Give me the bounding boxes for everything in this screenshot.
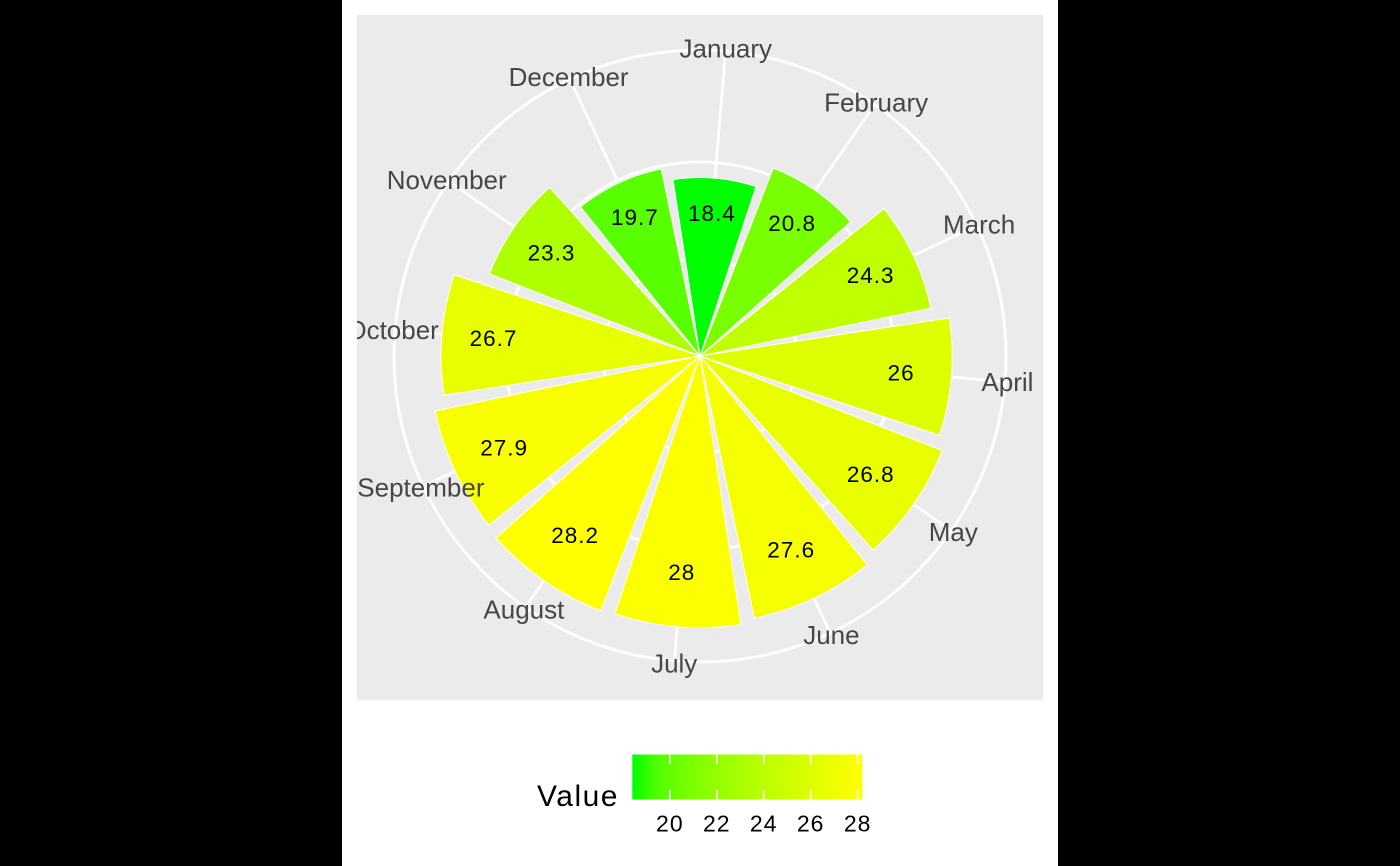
svg-text:24.3: 24.3 [847,263,895,288]
svg-text:26.7: 26.7 [470,326,518,351]
svg-text:August: August [483,594,565,624]
svg-text:26.8: 26.8 [847,462,895,487]
svg-text:June: June [803,620,859,650]
svg-text:28: 28 [844,811,872,837]
svg-text:November: November [387,165,507,195]
svg-text:April: April [981,367,1033,397]
svg-text:26: 26 [888,360,915,385]
svg-text:February: February [824,88,928,118]
svg-text:18.4: 18.4 [688,201,736,226]
svg-text:23.3: 23.3 [528,240,576,265]
svg-text:20.8: 20.8 [768,211,816,236]
svg-text:22: 22 [703,811,731,837]
svg-text:28: 28 [668,560,695,585]
svg-text:19.7: 19.7 [611,205,659,230]
svg-text:March: March [943,210,1015,240]
svg-text:27.6: 27.6 [767,537,815,562]
svg-text:May: May [929,517,978,547]
svg-text:27.9: 27.9 [480,436,528,461]
svg-text:September: September [357,472,485,502]
svg-text:28.2: 28.2 [551,523,599,548]
svg-text:December: December [509,62,629,92]
svg-text:20: 20 [656,811,684,837]
svg-text:October: October [346,315,439,345]
svg-text:Value: Value [537,780,619,813]
svg-text:26: 26 [797,811,825,837]
svg-text:24: 24 [750,811,778,837]
svg-text:January: January [680,34,773,64]
svg-text:July: July [651,648,697,678]
